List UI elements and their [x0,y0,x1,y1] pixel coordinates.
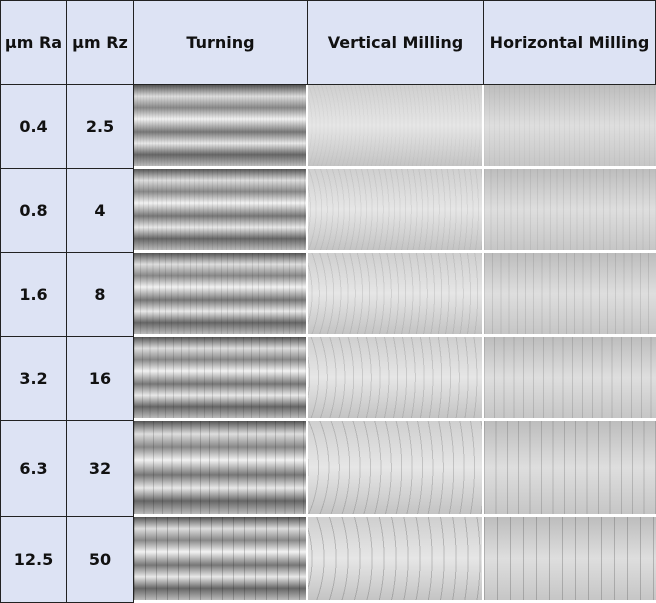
horizontal-milling-sample-image [484,253,656,337]
rz-cell: 16 [67,337,134,421]
turning-sample-image [134,421,308,517]
rz-cell: 50 [67,517,134,603]
ra-cell: 6.3 [0,421,67,517]
vertical-milling-sample-image [308,337,484,421]
turning-sample-image [134,85,308,169]
vertical-milling-sample-image [308,253,484,337]
rz-cell: 8 [67,253,134,337]
turning-sample-image [134,337,308,421]
vertical-milling-sample-image [308,85,484,169]
horizontal-milling-sample-image [484,421,656,517]
turning-sample-image [134,169,308,253]
ra-cell: 1.6 [0,253,67,337]
header-cell: Vertical Milling [308,0,484,85]
rz-cell: 32 [67,421,134,517]
ra-cell: 0.8 [0,169,67,253]
header-cell: µm Ra [0,0,67,85]
ra-cell: 3.2 [0,337,67,421]
horizontal-milling-sample-image [484,169,656,253]
header-cell: Turning [134,0,308,85]
vertical-milling-sample-image [308,169,484,253]
vertical-milling-sample-image [308,421,484,517]
turning-sample-image [134,517,308,603]
turning-sample-image [134,253,308,337]
ra-cell: 0.4 [0,85,67,169]
header-cell: µm Rz [67,0,134,85]
ra-cell: 12.5 [0,517,67,603]
horizontal-milling-sample-image [484,517,656,603]
header-cell: Horizontal Milling [484,0,656,85]
rz-cell: 2.5 [67,85,134,169]
horizontal-milling-sample-image [484,85,656,169]
rz-cell: 4 [67,169,134,253]
vertical-milling-sample-image [308,517,484,603]
horizontal-milling-sample-image [484,337,656,421]
